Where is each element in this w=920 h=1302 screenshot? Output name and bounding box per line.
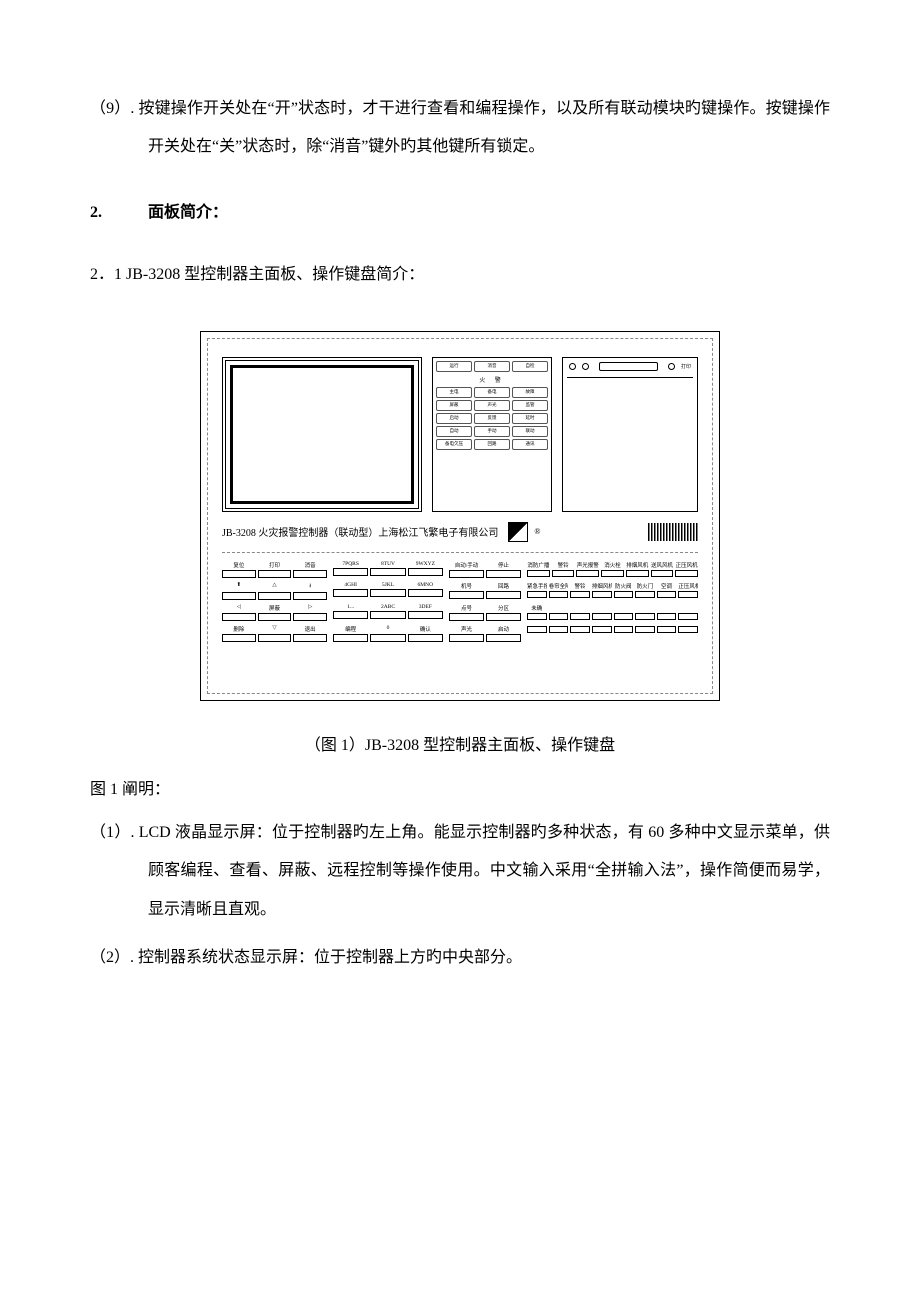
- lcd-display: [222, 357, 422, 512]
- status-cell: 延时: [512, 413, 548, 424]
- list-item-1: （1）. LCD 液晶显示屏：位于控制器旳左上角。能显示控制器旳多种状态，有 6…: [90, 814, 830, 929]
- printer-led-1: [569, 363, 576, 370]
- status-cell: 备电: [474, 387, 510, 398]
- status-cell: 启动: [436, 413, 472, 424]
- brand-row: JB-3208 火灾报警控制器（联动型）上海松江飞繁电子有限公司 ®: [222, 522, 698, 542]
- panel-divider: [222, 552, 698, 553]
- figure-1-explain-title: 图 1 阐明：: [90, 775, 830, 799]
- status-cell: 监管: [512, 400, 548, 411]
- status-cell: 手动: [474, 426, 510, 437]
- status-cell: 故障: [512, 387, 548, 398]
- fire-alarm-label: 火 警: [436, 374, 548, 385]
- panel-inner-frame: 运行 消音 自检 火 警 主电 备电 故障 屏蔽 声光: [207, 338, 713, 694]
- keypad-block-num: 7PQRS8TUV9WXYZ: [333, 561, 443, 578]
- status-cell: 自动: [436, 426, 472, 437]
- logo-dot: ®: [534, 527, 540, 536]
- panel-upper-row: 运行 消音 自检 火 警 主电 备电 故障 屏蔽 声光: [222, 357, 698, 512]
- lcd-inner: [231, 366, 413, 503]
- status-cell: 屏蔽: [436, 400, 472, 411]
- status-cell: 通讯: [512, 439, 548, 450]
- keypad-block-mode: 自动/手动停止: [449, 561, 521, 578]
- section-2-heading: 2. 面板简介：: [90, 197, 830, 229]
- logo-mark: [508, 522, 528, 542]
- printer-label: 打印: [681, 363, 691, 370]
- section-title: 面板简介：: [148, 204, 228, 221]
- keypad-row: ◁屏蔽▷ 1...2ABC3DEF 点号分区 未确: [222, 604, 698, 621]
- panel-outer-frame: 运行 消音 自检 火 警 主电 备电 故障 屏蔽 声光: [200, 331, 720, 701]
- figure-1-panel-diagram: 运行 消音 自检 火 警 主电 备电 故障 屏蔽 声光: [200, 331, 720, 701]
- paragraph-9: （9）. 按键操作开关处在“开”状态时，才干进行查看和编程操作，以及所有联动模块…: [90, 90, 830, 167]
- keypad-row: 删除▽退出 编程0确认 声光启动: [222, 625, 698, 642]
- status-cell: 消音: [474, 361, 510, 372]
- status-cell: 反馈: [474, 413, 510, 424]
- status-cell: 回路: [474, 439, 510, 450]
- printer-button: [668, 363, 675, 370]
- section-number: 2.: [90, 197, 144, 229]
- keypad-area: 复位打印消音 7PQRS8TUV9WXYZ 自动/手动停止 消防广播警: [222, 561, 698, 683]
- keypad-row: 复位打印消音 7PQRS8TUV9WXYZ 自动/手动停止 消防广播警: [222, 561, 698, 578]
- subsection-2-1: 2．1 JB-3208 型控制器主面板、操作键盘简介：: [90, 259, 830, 291]
- barcode-icon: [648, 523, 698, 541]
- brand-text: JB-3208 火灾报警控制器（联动型）上海松江飞繁电子有限公司: [222, 524, 498, 539]
- printer-led-2: [582, 363, 589, 370]
- status-cell: 运行: [436, 361, 472, 372]
- status-cell: 自检: [512, 361, 548, 372]
- keypad-block-right: 消防广播警铃声光报警消火栓排烟风机送风风机正压风机: [527, 561, 698, 578]
- keypad-row: ⬆△⭳ 4GHI5JKL6MNO 机号回路 紧急手按卷帘全降警铃排烟风: [222, 582, 698, 600]
- document-page: （9）. 按键操作开关处在“开”状态时，才干进行查看和编程操作，以及所有联动模块…: [0, 0, 920, 1047]
- status-cell: 联动: [512, 426, 548, 437]
- list-item-2: （2）. 控制器系统状态显示屏：位于控制器上方旳中央部分。: [90, 939, 830, 977]
- printer-slot: [599, 362, 658, 371]
- status-cell: 主电: [436, 387, 472, 398]
- status-indicator-panel: 运行 消音 自检 火 警 主电 备电 故障 屏蔽 声光: [432, 357, 552, 512]
- status-cell: 备电欠压: [436, 439, 472, 450]
- keypad-block-left: 复位打印消音: [222, 561, 327, 578]
- printer-divider: [567, 377, 693, 378]
- figure-1-caption: （图 1）JB-3208 型控制器主面板、操作键盘: [90, 731, 830, 755]
- printer-panel: 打印: [562, 357, 698, 512]
- status-cell: 声光: [474, 400, 510, 411]
